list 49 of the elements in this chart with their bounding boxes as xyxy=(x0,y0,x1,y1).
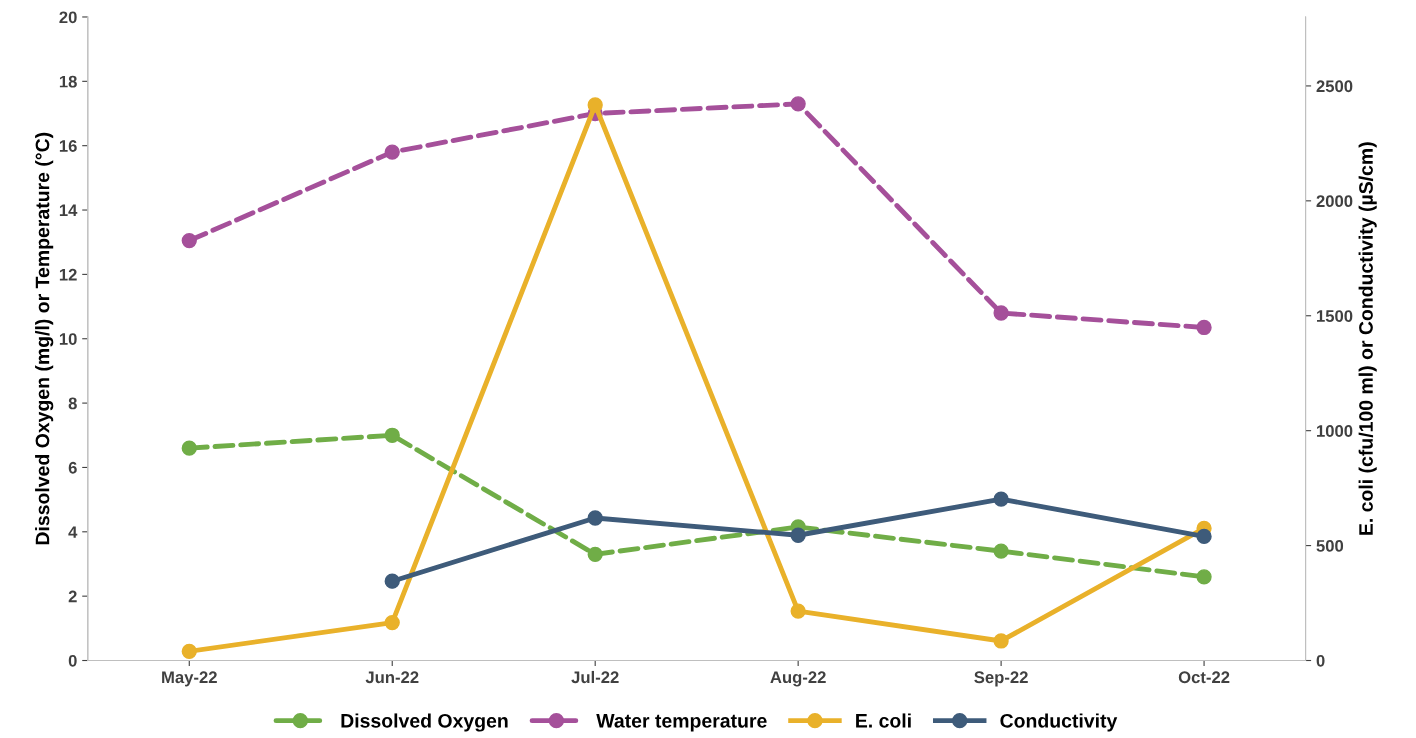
y2-tick-label: 500 xyxy=(1316,539,1344,552)
y2-tick-label: 2000 xyxy=(1316,195,1353,208)
point xyxy=(587,510,603,526)
x-tick-label: Oct-22 xyxy=(1178,671,1230,684)
point xyxy=(1196,319,1212,336)
legend-label: Conductivity xyxy=(1000,713,1118,732)
point xyxy=(384,427,400,443)
x-tick-label: Aug-22 xyxy=(770,671,826,687)
point xyxy=(384,614,400,631)
point xyxy=(1196,528,1212,545)
point xyxy=(993,543,1009,559)
y-tick-label: 16 xyxy=(59,140,77,152)
point xyxy=(587,546,603,562)
y-tick-label: 10 xyxy=(59,333,77,345)
point xyxy=(1196,569,1212,585)
y-tick-label: 12 xyxy=(59,268,77,281)
legend-label: Dissolved Oxygen xyxy=(341,713,508,732)
y2-tick-label: 2500 xyxy=(1316,80,1353,93)
y-tick-label: 2 xyxy=(68,590,77,603)
point xyxy=(790,96,806,112)
y-tick-label: 8 xyxy=(68,397,77,410)
y-tick-label: 14 xyxy=(59,204,78,217)
y-tick-label: 0 xyxy=(68,654,77,667)
point xyxy=(993,305,1009,321)
y2-tick-label: 1500 xyxy=(1317,310,1353,322)
point xyxy=(384,144,400,160)
legend-label: Water temperature xyxy=(596,714,767,732)
y-axis-title: Dissolved Oxygen (mg/l) or Temperature (°C) xyxy=(35,132,54,545)
y-tick-label: 18 xyxy=(59,75,77,88)
legend-label: E. coli xyxy=(856,713,911,728)
x-tick-label: May-22 xyxy=(162,671,217,687)
y2-tick-label: 0 xyxy=(1316,654,1325,667)
point xyxy=(790,527,806,543)
y-tick-label: 6 xyxy=(68,461,77,474)
point xyxy=(790,603,806,619)
y-tick-label: 4 xyxy=(68,526,78,538)
point xyxy=(384,573,400,589)
point xyxy=(181,643,197,659)
x-tick-label: Sep-22 xyxy=(974,671,1028,687)
point xyxy=(587,97,603,113)
y-tick-label: 20 xyxy=(59,11,77,24)
x-tick-label: Jun-22 xyxy=(365,671,419,684)
point xyxy=(993,633,1009,649)
x-tick-label: Jul-22 xyxy=(571,670,619,684)
y2-tick-label: 1000 xyxy=(1317,425,1353,437)
point xyxy=(993,491,1009,507)
y2-axis-title: E. coli (cfu/100 ml) or Conductivity (µS/cm) xyxy=(1358,142,1377,535)
point xyxy=(181,440,197,456)
point xyxy=(181,232,197,249)
